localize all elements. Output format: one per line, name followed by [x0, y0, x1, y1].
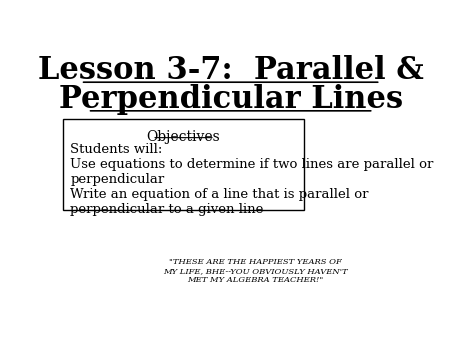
Text: perpendicular to a given line: perpendicular to a given line [70, 203, 264, 216]
FancyBboxPatch shape [63, 119, 304, 210]
Text: "THESE ARE THE HAPPIEST YEARS OF
MY LIFE, BHE--YOU OBVIOUSLY HAVEN'T
MET MY ALGE: "THESE ARE THE HAPPIEST YEARS OF MY LIFE… [163, 258, 347, 284]
Text: Lesson 3-7:  Parallel &: Lesson 3-7: Parallel & [38, 55, 423, 86]
Text: Use equations to determine if two lines are parallel or: Use equations to determine if two lines … [70, 158, 434, 171]
Text: Students will:: Students will: [70, 143, 162, 156]
Text: perpendicular: perpendicular [70, 173, 164, 186]
Text: Perpendicular Lines: Perpendicular Lines [58, 83, 403, 115]
Text: Write an equation of a line that is parallel or: Write an equation of a line that is para… [70, 188, 369, 201]
Text: Objectives: Objectives [147, 130, 220, 144]
